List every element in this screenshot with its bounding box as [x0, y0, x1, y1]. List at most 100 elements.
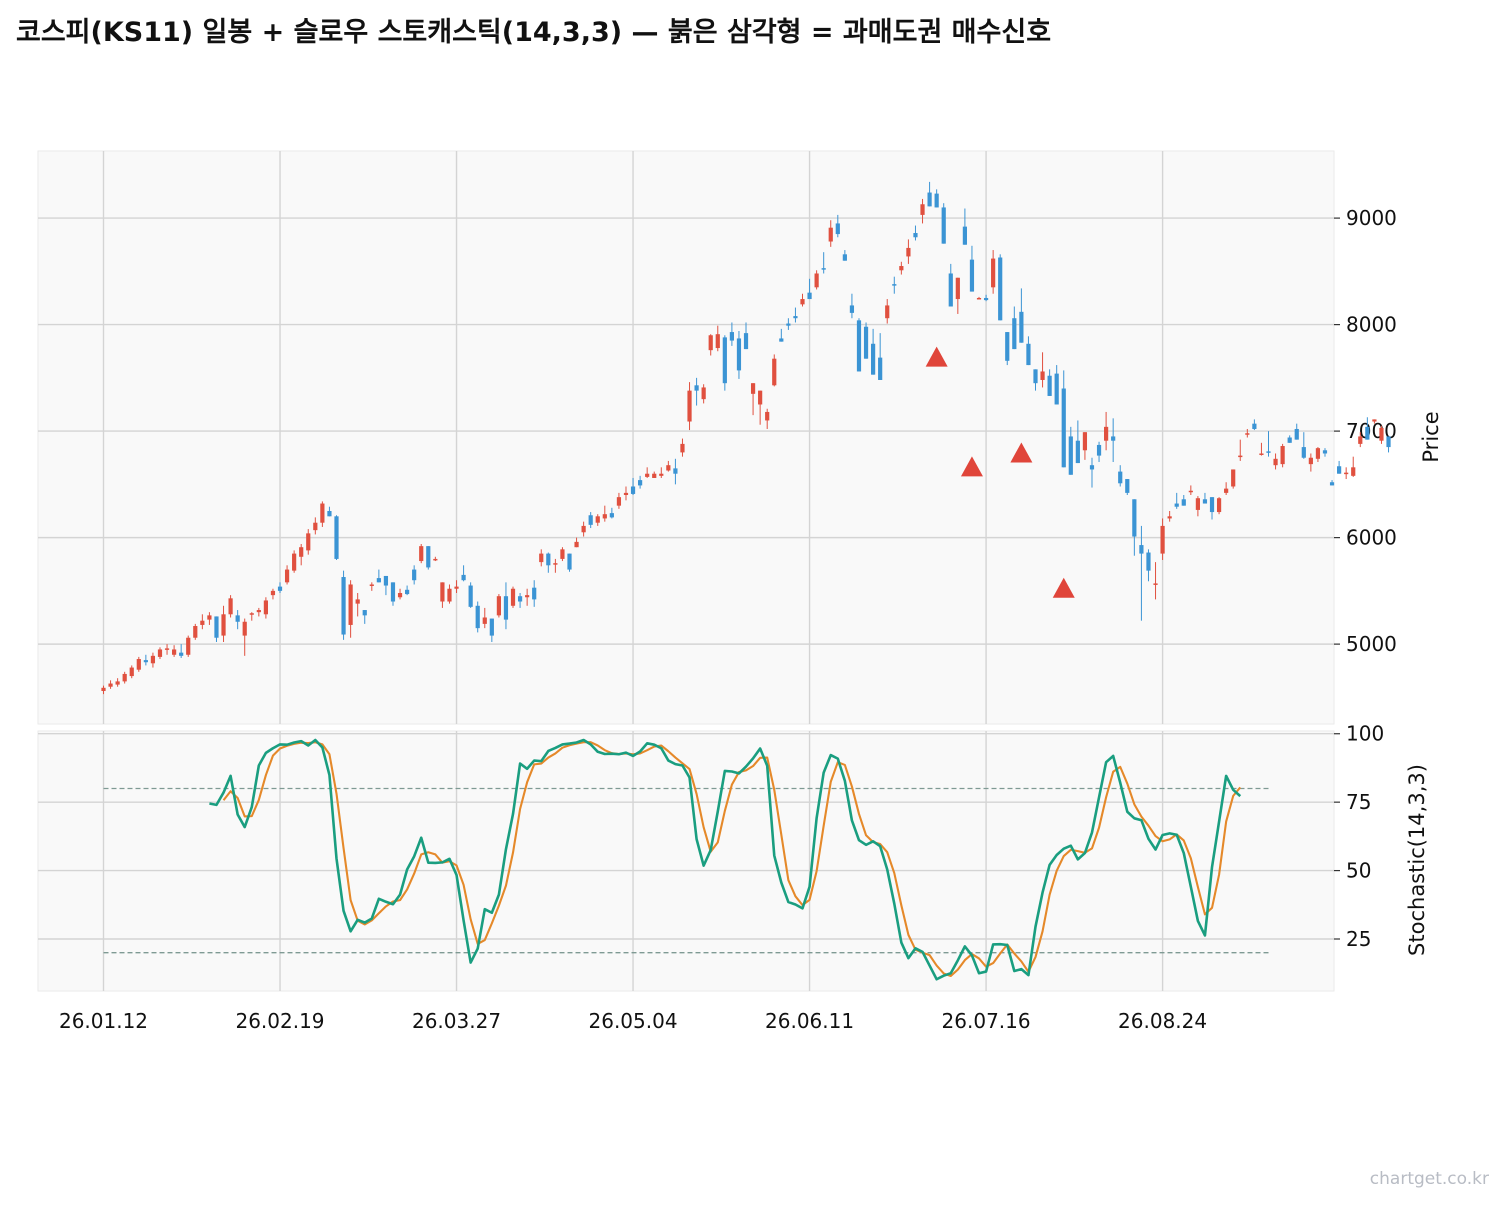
candle-body [934, 193, 939, 208]
candle [1188, 485, 1193, 496]
candle [1351, 456, 1356, 477]
candle [390, 582, 396, 606]
candle-body [1174, 503, 1179, 507]
candle-body [1238, 455, 1243, 458]
buy-signal-markers [925, 346, 1075, 598]
candle [172, 645, 177, 657]
candle-body [941, 207, 946, 244]
candle [193, 623, 198, 640]
candle-body [1259, 453, 1264, 455]
candle-body [1245, 433, 1250, 435]
candle-body [687, 390, 692, 422]
candle-body [164, 648, 170, 650]
candle-body [701, 387, 706, 400]
candle-body [1287, 437, 1292, 443]
candle-body [172, 649, 177, 655]
candle-body [1096, 444, 1102, 456]
candle [1308, 453, 1313, 472]
candle [207, 612, 212, 625]
candle [878, 333, 883, 380]
x-axis-ticks: 26.01.12 26.02.19 26.03.27 26.05.04 26.06.11… [59, 1009, 1207, 1033]
candle-body [1209, 497, 1215, 513]
candle-body [807, 292, 812, 300]
candle-body [659, 473, 664, 476]
candle [1209, 497, 1215, 520]
candle-body [108, 683, 113, 687]
page-title: 코스피(KS11) 일봉 + 슬로우 스토캐스틱(14,3,3) — 붉은 삼각… [16, 17, 1052, 48]
candle [1118, 465, 1123, 487]
candle [1216, 497, 1222, 515]
watermark: chartget.co.kr [1369, 1169, 1489, 1189]
candle [786, 318, 791, 330]
candle [1139, 525, 1144, 621]
stochastic-d-line [222, 741, 1242, 978]
candle-body [1068, 436, 1073, 475]
candle [482, 607, 487, 629]
candle-body [334, 516, 339, 559]
candle [341, 570, 346, 640]
candle-body [998, 257, 1003, 321]
candle [397, 588, 403, 600]
stochastic-y-tick-label: 50 [1346, 859, 1371, 883]
candle-body [412, 569, 417, 581]
candle [496, 594, 501, 618]
candle [976, 296, 982, 300]
candle [807, 278, 812, 300]
candle-body [878, 357, 883, 380]
candle [306, 529, 311, 555]
candle-body [376, 578, 381, 583]
candle [313, 517, 318, 535]
candle-body [1111, 436, 1116, 441]
candle [1160, 518, 1165, 560]
candle-body [743, 333, 749, 350]
candle-body [440, 582, 445, 602]
candle-body [143, 660, 148, 663]
candle-body [1301, 447, 1306, 458]
candle-body [828, 227, 833, 242]
candle [1054, 365, 1059, 405]
candle [129, 665, 134, 679]
candle-body [906, 247, 911, 257]
candle-body [1075, 440, 1080, 464]
candle-body [991, 258, 996, 288]
candle [609, 507, 614, 519]
candle [1322, 448, 1328, 457]
candle [1075, 420, 1080, 464]
candle-body [129, 667, 134, 677]
buy-signal-triangle [1010, 442, 1033, 463]
price-y-tick-label: 6000 [1346, 526, 1397, 550]
candle [1386, 436, 1391, 453]
candle-body [1365, 426, 1370, 440]
candle [560, 547, 565, 562]
candle-body [419, 546, 424, 562]
candle-body [228, 598, 233, 615]
candle-body [553, 563, 558, 565]
x-tick-label: 26.01.12 [59, 1009, 148, 1033]
candle-body [765, 411, 770, 421]
candle [842, 250, 847, 261]
candle [863, 322, 869, 359]
candle [299, 544, 304, 566]
candle [899, 261, 904, 275]
candle-body [1344, 472, 1349, 475]
candle [750, 383, 756, 416]
candle-body [983, 297, 989, 301]
candle-body [461, 574, 466, 581]
candle-body [207, 615, 212, 620]
candle-body [1273, 458, 1278, 466]
candle [1111, 418, 1116, 462]
candle [1146, 549, 1151, 582]
candle-body [390, 582, 396, 602]
candle-body [772, 358, 777, 386]
candle-body [256, 610, 261, 613]
candle-body [955, 277, 960, 300]
candle-body [1005, 332, 1010, 361]
candle-body [750, 383, 756, 394]
candle-body [1146, 552, 1151, 571]
candle-body [652, 473, 657, 478]
candle-body [645, 473, 650, 477]
candle [1301, 432, 1306, 459]
candle [235, 610, 240, 630]
candle-body [447, 588, 452, 602]
